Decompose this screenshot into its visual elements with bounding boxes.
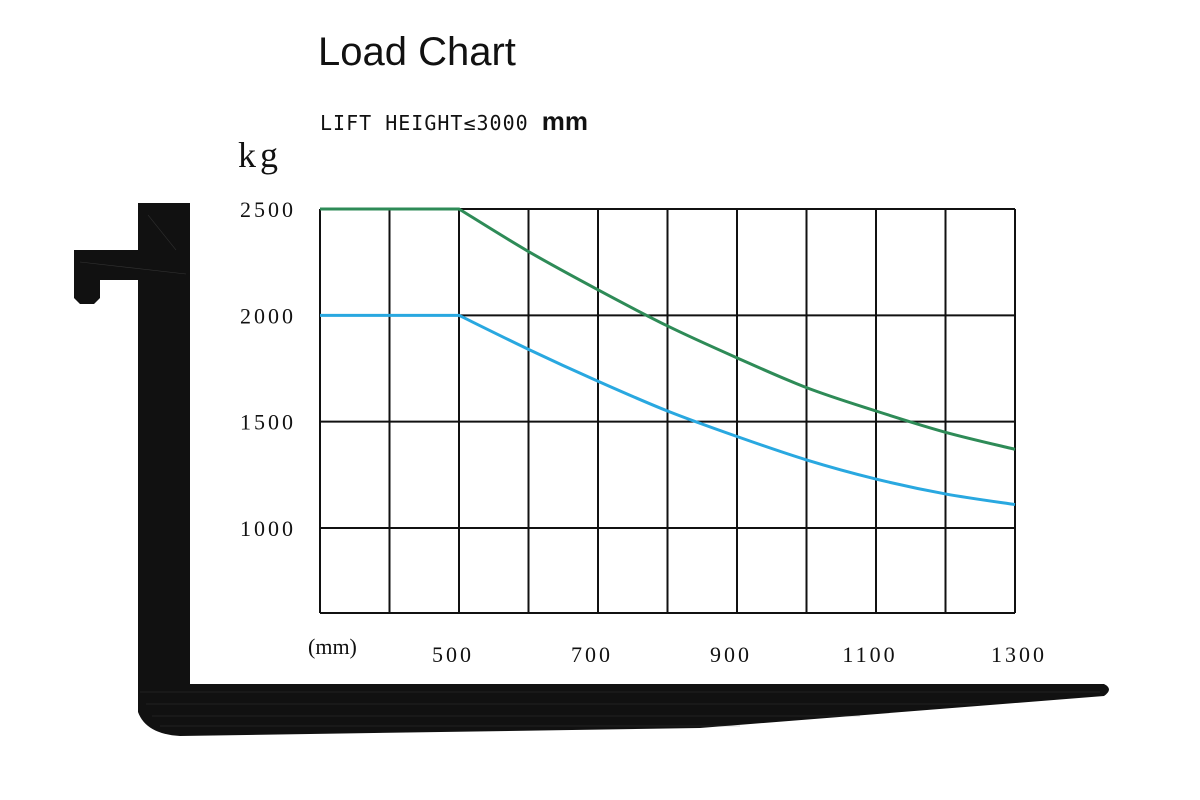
x-tick-label: 500 bbox=[432, 642, 474, 667]
x-axis-label: (mm) bbox=[308, 634, 357, 659]
series-line-2 bbox=[320, 313, 1016, 507]
y-tick-label: 2000 bbox=[240, 303, 296, 328]
fork-blade bbox=[138, 684, 1109, 736]
x-tick-label: 700 bbox=[571, 642, 613, 667]
y-tick-label: 1000 bbox=[240, 516, 296, 541]
y-tick-label: 2500 bbox=[240, 197, 296, 222]
x-tick-label: 900 bbox=[710, 642, 752, 667]
fork-hook bbox=[74, 250, 190, 304]
subtitle-text: LIFT HEIGHT≤3000 bbox=[320, 111, 529, 135]
y-axis-label: kg bbox=[238, 135, 282, 175]
x-tick-label: 1100 bbox=[842, 642, 897, 667]
chart-subtitle: LIFT HEIGHT≤3000 mm bbox=[320, 106, 588, 137]
subtitle-unit: mm bbox=[541, 106, 588, 136]
x-tick-label: 1300 bbox=[991, 642, 1047, 667]
chart-title: Load Chart bbox=[318, 30, 516, 74]
series-line-1 bbox=[320, 207, 1016, 451]
y-tick-label: 1500 bbox=[240, 410, 296, 435]
fork-shank bbox=[138, 203, 190, 684]
